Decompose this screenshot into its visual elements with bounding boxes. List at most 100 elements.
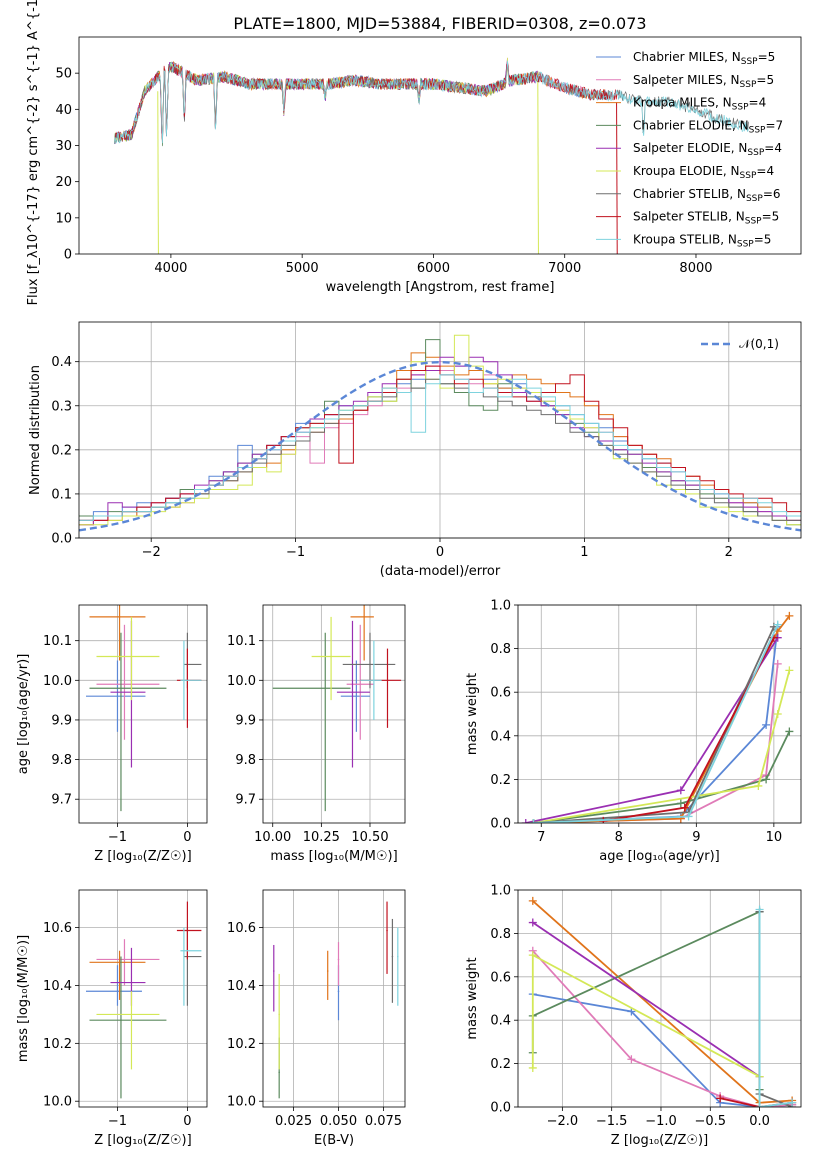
y-tick-label: 9.9 [235, 713, 256, 728]
legend-entry: Kroupa STELIB, NSSP=5 [633, 232, 771, 249]
panel-weight-vs-age: 7 8 9 10 0.0 0.2 0.4 0.6 0.8 1.0 age [log₁₀(age/yr… [465, 599, 802, 864]
y-axis-label: mass weight [465, 957, 480, 1039]
plot-content [85, 605, 202, 812]
y-tick-label: 9.8 [51, 753, 72, 768]
x-tick-label: 4000 [154, 261, 187, 276]
plot-content [272, 605, 402, 812]
x-tick-label: −2.0 [547, 1114, 579, 1129]
weight-marker [773, 620, 782, 629]
plot-content [272, 901, 399, 1099]
data-point [337, 990, 340, 993]
x-tick-label: 7 [537, 830, 545, 845]
y-tick-label: 1.0 [490, 599, 511, 614]
x-tick-label: 0 [436, 545, 444, 560]
x-axis-label: Z [log₁₀(Z/Z☉)] [611, 1133, 708, 1148]
data-point [351, 691, 354, 693]
data-point [123, 958, 126, 961]
weight-marker [755, 905, 764, 914]
histogram-step [79, 374, 801, 521]
panel-mass-vs-z: −1 0 10.0 10.2 10.4 10.6 Z [log₁₀(Z/Z☉)] mass [… [16, 889, 208, 1148]
weight-marker [785, 727, 794, 736]
y-axis-label: mass [log₁₀(M/M☉)] [16, 935, 31, 1062]
x-tick-label: 10.25 [303, 830, 340, 845]
x-axis-label: Z [log₁₀(Z/Z☉)] [94, 1133, 191, 1148]
y-axis-label: mass weight [465, 673, 480, 755]
y-tick-label: 0.0 [490, 817, 511, 832]
legend-entry: Salpeter MILES, NSSP=5 [633, 73, 774, 90]
x-tick-label: 0.025 [275, 1114, 312, 1129]
weight-marker [762, 720, 771, 729]
plot-content [114, 57, 749, 254]
data-point [130, 1013, 133, 1016]
x-tick-label: 5000 [286, 261, 319, 276]
weight-marker [684, 812, 693, 821]
data-point [330, 655, 332, 658]
axes-frame [262, 604, 406, 824]
x-axis-label: (data-model)/error [380, 564, 501, 579]
y-tick-label: 0.3 [51, 399, 72, 414]
figure-title: PLATE=1800, MJD=53884, FIBERID=0308, z=0… [233, 14, 646, 33]
plot-area [263, 890, 405, 1107]
x-tick-label: −2 [142, 545, 161, 560]
x-tick-label: 8000 [679, 261, 712, 276]
spectrum-series-line [114, 60, 749, 145]
data-point [118, 961, 121, 964]
data-point [337, 958, 340, 961]
data-point [386, 679, 389, 682]
weight-marker [788, 1098, 797, 1107]
x-tick-label: 2 [725, 545, 733, 560]
axes-frame [517, 889, 802, 1108]
weight-marker [528, 918, 537, 927]
y-tick-label: 1.0 [490, 884, 511, 899]
y-tick-label: 0.0 [490, 1101, 511, 1116]
normal-reference-curve [79, 360, 801, 532]
panel-age-vs-z: −1 0 9.7 9.8 9.9 10.0 10.1 Z [log₁₀(Z/Z☉)] age [… [16, 604, 208, 864]
y-tick-label: 10.1 [227, 634, 256, 649]
x-tick-label: 10.50 [351, 830, 388, 845]
weight-marker [755, 1103, 764, 1107]
spectrum-series-line [114, 62, 618, 144]
y-axis-label: Flux [f_λ10^{-17} erg cm^{-2} s^{-1} A^{… [26, 0, 41, 305]
x-tick-label: −1 [108, 830, 127, 845]
weight-marker [529, 819, 538, 823]
y-tick-label: 9.7 [235, 793, 256, 808]
data-point [326, 970, 329, 972]
legend-entry: 𝒩(0,1) [739, 337, 779, 351]
y-tick-label: 50 [55, 67, 72, 82]
weight-marker [716, 1094, 725, 1103]
data-point [359, 683, 362, 686]
data-point [116, 695, 119, 697]
x-tick-label: −0.5 [694, 1114, 726, 1129]
x-axis-label: age [log₁₀(age/yr)] [599, 849, 720, 864]
x-tick-label: 6000 [417, 261, 450, 276]
legend-entry: Chabrier ELODIE, NSSP=7 [633, 118, 783, 135]
legend-entry: Chabrier STELIB, NSSP=6 [633, 187, 781, 204]
data-point [278, 1071, 280, 1074]
y-tick-label: 10.6 [43, 921, 72, 936]
axes-frame [78, 36, 802, 255]
y-tick-label: 0.2 [490, 1057, 511, 1072]
data-point [324, 687, 327, 690]
data-point [116, 990, 119, 993]
x-tick-label: 0 [183, 1114, 191, 1129]
weight-marker [785, 611, 794, 620]
y-tick-label: 30 [55, 139, 72, 154]
panel-spectrum: 4000 5000 6000 7000 8000 0 10 20 30 40 50 wavelengt… [26, 0, 802, 305]
y-axis-label: age [log₁₀(age/yr)] [16, 654, 31, 775]
weight-marker [528, 896, 537, 905]
data-point [386, 929, 388, 932]
y-tick-label: 0.1 [51, 487, 72, 502]
y-tick-label: 10.4 [227, 979, 256, 994]
y-tick-label: 0.8 [490, 927, 511, 942]
data-point [183, 679, 185, 682]
data-point [183, 949, 185, 952]
y-tick-label: 20 [55, 175, 72, 190]
x-tick-label: −1 [108, 1114, 127, 1129]
x-tick-label: 0 [183, 830, 191, 845]
x-tick-label: 8 [615, 830, 623, 845]
data-point [391, 955, 394, 958]
x-tick-label: 10.00 [254, 830, 291, 845]
data-point [373, 679, 375, 682]
plot-area [79, 890, 207, 1107]
